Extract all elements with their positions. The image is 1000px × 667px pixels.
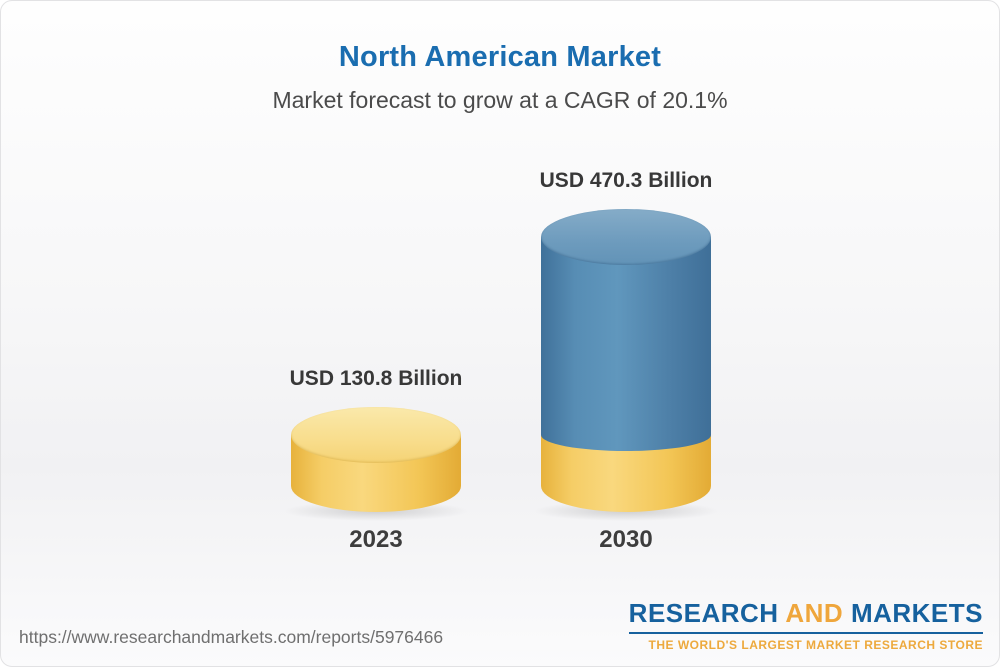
cylinder-body-blue (541, 237, 711, 451)
bar-2023-value-label: USD 130.8 Billion (289, 367, 463, 390)
bar-2030-value-label: USD 470.3 Billion (539, 169, 713, 192)
logo-tagline: THE WORLD'S LARGEST MARKET RESEARCH STOR… (648, 638, 983, 652)
logo-wordmark: RESEARCH AND MARKETS (629, 598, 983, 629)
logo-word-research: RESEARCH (628, 598, 779, 628)
bar-2030-category-label: 2030 (599, 526, 653, 553)
bar-2023-category-label: 2023 (349, 526, 403, 553)
cylinder-top-blue (541, 209, 711, 265)
chart-title: North American Market (338, 41, 662, 73)
logo-word-and: AND (785, 598, 844, 628)
logo-divider-rule (628, 632, 983, 634)
bar-2023-cylinder (283, 407, 469, 521)
research-and-markets-logo: RESEARCH AND MARKETS THE WORLD'S LARGEST… (628, 598, 983, 652)
chart-subtitle: Market forecast to grow at a CAGR of 20.… (272, 87, 728, 113)
bar-2023: USD 130.8 Billion 2023 (283, 367, 469, 553)
report-url-link[interactable]: https://www.researchandmarkets.com/repor… (19, 627, 444, 647)
bar-2030: USD 470.3 Billion 2030 (533, 169, 719, 553)
cylinder-top-yellow (291, 407, 461, 463)
logo-word-markets: MARKETS (850, 598, 983, 628)
bar-2030-cylinder (533, 209, 719, 521)
